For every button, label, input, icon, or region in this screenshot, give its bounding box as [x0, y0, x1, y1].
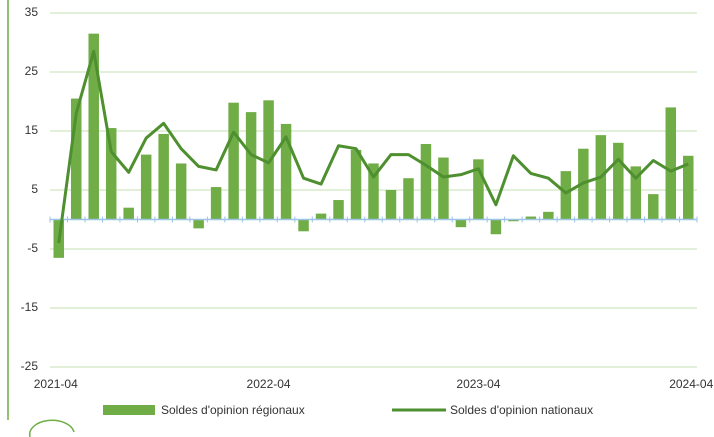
- x-tick-label: 2024-04: [669, 377, 713, 391]
- x-tick-label: 2021-04: [34, 377, 78, 391]
- bar: [525, 216, 537, 220]
- y-tick-label: 25: [25, 64, 39, 78]
- bar: [298, 219, 309, 232]
- bar: [473, 159, 484, 220]
- bar: [158, 133, 169, 220]
- bar: [105, 128, 117, 220]
- line: [57, 49, 689, 244]
- bar: [543, 211, 554, 220]
- bar: [263, 100, 274, 220]
- bar: [245, 112, 257, 220]
- bar: [665, 107, 677, 220]
- bar: [455, 219, 467, 228]
- y-tick-label: 5: [31, 182, 38, 196]
- bar: [123, 207, 134, 220]
- bar: [403, 178, 414, 220]
- y-tick-label: 15: [25, 123, 39, 137]
- bar: [613, 142, 624, 220]
- bar: [228, 102, 239, 220]
- bar: [420, 143, 432, 220]
- bar: [683, 155, 694, 220]
- bar: [508, 219, 519, 222]
- bar: [70, 98, 82, 220]
- y-tick-label: -15: [21, 300, 39, 314]
- bar: [438, 157, 449, 220]
- bar: [648, 194, 659, 220]
- bar: [210, 187, 222, 220]
- bar: [175, 163, 187, 220]
- bar: [560, 171, 572, 220]
- x-tick-label: 2023-04: [456, 377, 500, 391]
- legend-swatch: [103, 405, 155, 415]
- bar: [630, 166, 642, 220]
- bar: [490, 219, 502, 235]
- bar: [140, 154, 152, 220]
- x-tick-label: 2022-04: [247, 377, 291, 391]
- legend-label: Soldes d'opinion nationaux: [450, 403, 593, 417]
- bar: [350, 149, 362, 220]
- bar: [333, 200, 344, 220]
- bar: [315, 213, 327, 220]
- y-tick-label: 35: [25, 5, 39, 19]
- bar: [368, 163, 379, 220]
- bar: [193, 219, 204, 229]
- legend-label: Soldes d'opinion régionaux: [161, 403, 305, 417]
- bar: [385, 190, 397, 220]
- bar: [280, 123, 292, 220]
- y-tick-label: -25: [21, 359, 39, 373]
- y-tick-label: -5: [27, 241, 38, 255]
- bar: [88, 33, 99, 220]
- decoration: [28, 419, 75, 437]
